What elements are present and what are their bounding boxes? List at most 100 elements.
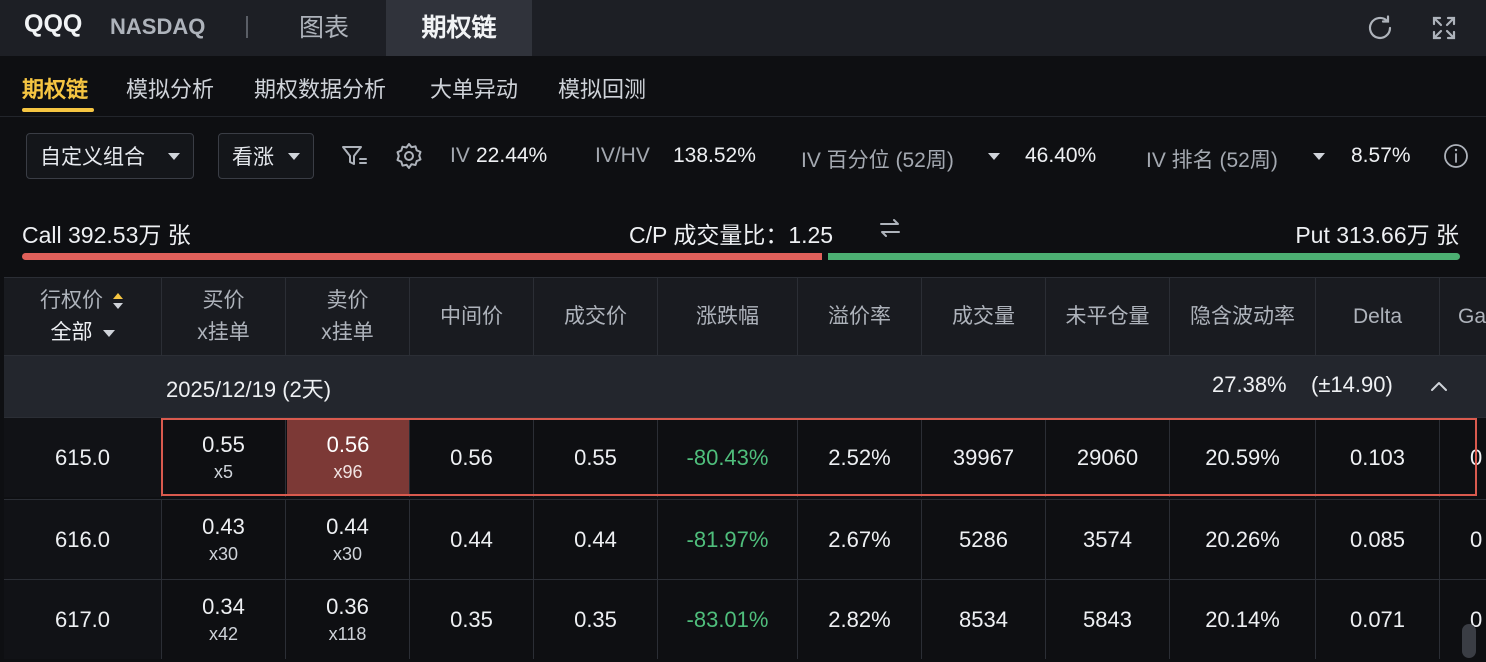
chevron-down-icon[interactable] xyxy=(1313,153,1325,160)
header-open-interest[interactable]: 未平仓量 xyxy=(1046,278,1170,356)
info-icon[interactable] xyxy=(1438,138,1474,174)
ivhv-value: 138.52% xyxy=(673,144,756,167)
ivhv-label: IV/HV xyxy=(595,144,650,167)
strike-filter-value[interactable]: 全部 xyxy=(50,321,93,344)
fullscreen-icon[interactable] xyxy=(1426,10,1462,46)
header-volume[interactable]: 成交量 xyxy=(922,278,1046,356)
ask-size: x96 xyxy=(333,462,363,482)
ask-price: 0.36 xyxy=(326,594,369,619)
change-cell: -83.01% xyxy=(658,580,798,659)
bid-size: x30 xyxy=(208,544,239,564)
delta-cell: 0.103 xyxy=(1316,418,1440,497)
ask-size: x118 xyxy=(328,624,367,644)
strike-cell: 616.0 xyxy=(4,500,162,579)
combo-select-value: 自定义组合 xyxy=(40,146,145,169)
ask-price: 0.56 xyxy=(326,432,370,457)
last-cell: 0.44 xyxy=(534,500,658,579)
iv-label: IV xyxy=(450,144,470,167)
iv-rank-label[interactable]: IV 排名 (52周) xyxy=(1146,149,1278,172)
chevron-down-icon[interactable] xyxy=(102,329,115,337)
combo-select[interactable]: 自定义组合 xyxy=(26,133,194,179)
bid-cell[interactable]: 0.34 x42 xyxy=(162,580,286,659)
subtab-unusual-activity[interactable]: 大单异动 xyxy=(430,77,519,102)
open-interest-cell: 29060 xyxy=(1046,418,1170,497)
table-row[interactable]: 615.0 0.55 x5 0.56 x96 0.56 0.55 -80.43% 2… xyxy=(4,417,1486,497)
header-bid[interactable]: 买价 x挂单 xyxy=(162,278,286,356)
open-interest-cell: 5843 xyxy=(1046,580,1170,659)
delta-cell: 0.085 xyxy=(1316,500,1440,579)
bid-cell[interactable]: 0.43 x30 xyxy=(162,500,286,579)
filter-icon[interactable] xyxy=(336,138,372,174)
mid-cell: 0.35 xyxy=(410,580,534,659)
tab-option-chain[interactable]: 期权链 xyxy=(386,0,532,56)
change-cell: -80.43% xyxy=(658,418,798,497)
table-row[interactable]: 617.0 0.34 x42 0.36 x118 0.35 0.35 -83.01%… xyxy=(4,579,1486,659)
header-strike[interactable]: 行权价 全部 xyxy=(4,278,162,356)
iv-cell: 20.26% xyxy=(1170,500,1316,579)
tab-chart[interactable]: 图表 xyxy=(298,14,349,42)
header-bid-label: 买价 xyxy=(202,289,245,312)
iv-cell: 20.14% xyxy=(1170,580,1316,659)
expiry-group-row[interactable]: 2025/12/19 (2天) 27.38% (±14.90) xyxy=(4,355,1486,418)
bid-size: x42 xyxy=(208,624,239,644)
header-implied-volatility[interactable]: 隐含波动率 xyxy=(1170,278,1316,356)
settings-gear-icon[interactable] xyxy=(391,138,427,174)
ask-size: x30 xyxy=(332,544,363,564)
premium-cell: 2.52% xyxy=(798,418,922,497)
last-cell: 0.55 xyxy=(534,418,658,497)
last-cell: 0.35 xyxy=(534,580,658,659)
premium-cell: 2.67% xyxy=(798,500,922,579)
mid-cell: 0.56 xyxy=(410,418,534,497)
expiry-iv: 27.38% xyxy=(1212,372,1287,397)
volume-cell: 39967 xyxy=(922,418,1046,497)
chevron-down-icon[interactable] xyxy=(988,153,1000,160)
chevron-up-icon[interactable] xyxy=(1428,378,1450,394)
active-tab-indicator xyxy=(22,108,94,112)
iv-percentile-label[interactable]: IV 百分位 (52周) xyxy=(801,149,954,172)
selected-ask-highlight xyxy=(287,420,409,495)
refresh-icon[interactable] xyxy=(1362,10,1398,46)
header-change[interactable]: 涨跌幅 xyxy=(658,278,798,356)
swap-icon[interactable] xyxy=(872,210,908,246)
header-ask[interactable]: 卖价 x挂单 xyxy=(286,278,410,356)
header-last[interactable]: 成交价 xyxy=(534,278,658,356)
put-volume: Put 313.66万 张 xyxy=(1295,222,1459,248)
top-bar: QQQ NASDAQ 图表 期权链 xyxy=(0,0,1486,56)
header-ask-size-label: x挂单 xyxy=(321,321,374,344)
divider xyxy=(246,16,248,38)
ask-cell[interactable]: 0.36 x118 xyxy=(286,580,410,659)
bid-size: x5 xyxy=(213,462,233,482)
iv-rank-value: 8.57% xyxy=(1351,144,1411,167)
vertical-scrollbar[interactable] xyxy=(1462,624,1476,658)
symbol-ticker: QQQ xyxy=(24,10,83,38)
subtab-option-analytics[interactable]: 期权数据分析 xyxy=(254,77,387,102)
iv-percentile-value: 46.40% xyxy=(1025,144,1097,167)
call-volume-bar xyxy=(22,253,822,260)
header-ask-label: 卖价 xyxy=(326,289,369,312)
exchange-label: NASDAQ xyxy=(110,14,206,39)
subtab-option-chain[interactable]: 期权链 xyxy=(22,77,89,102)
option-chain-table: 行权价 全部 买价 x挂单 卖价 x挂单 中间价 成交价 涨跌幅 溢价率 成交量… xyxy=(4,277,1486,662)
put-volume-bar xyxy=(828,253,1460,260)
ask-cell[interactable]: 0.44 x30 xyxy=(286,500,410,579)
header-delta[interactable]: Delta xyxy=(1316,278,1440,356)
strike-cell: 615.0 xyxy=(4,418,162,497)
change-cell: -81.97% xyxy=(658,500,798,579)
direction-select[interactable]: 看涨 xyxy=(218,133,314,179)
table-row[interactable]: 616.0 0.43 x30 0.44 x30 0.44 0.44 -81.97% … xyxy=(4,499,1486,579)
selected-ask-cell[interactable]: 0.56 x96 xyxy=(287,420,409,495)
header-premium[interactable]: 溢价率 xyxy=(798,278,922,356)
header-gamma[interactable]: Ga xyxy=(1440,278,1486,356)
subtab-backtest[interactable]: 模拟回测 xyxy=(558,77,647,102)
volume-cell: 5286 xyxy=(922,500,1046,579)
header-mid[interactable]: 中间价 xyxy=(410,278,534,356)
chevron-down-icon xyxy=(168,153,180,160)
subtab-simulation[interactable]: 模拟分析 xyxy=(126,77,215,102)
strike-cell: 617.0 xyxy=(4,580,162,659)
table-header: 行权价 全部 买价 x挂单 卖价 x挂单 中间价 成交价 涨跌幅 溢价率 成交量… xyxy=(4,277,1486,356)
chevron-down-icon xyxy=(288,153,300,160)
header-bid-size-label: x挂单 xyxy=(197,321,250,344)
bid-cell[interactable]: 0.55 x5 xyxy=(162,418,286,497)
ask-price: 0.44 xyxy=(326,514,369,539)
sort-icon[interactable] xyxy=(111,290,125,312)
